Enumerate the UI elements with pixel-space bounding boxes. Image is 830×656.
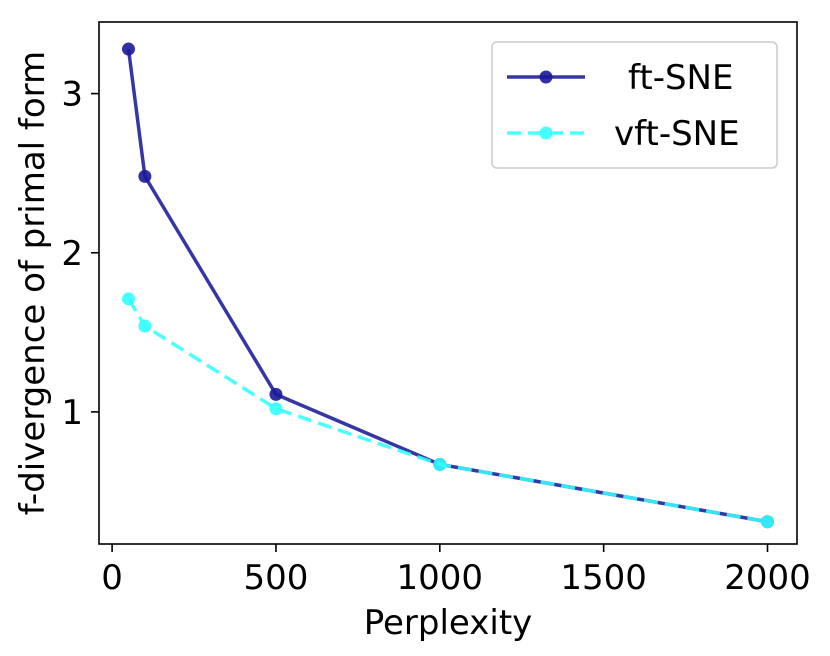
x-axis-label: Perplexity bbox=[364, 603, 533, 643]
legend-frame bbox=[491, 41, 778, 169]
legend-marker-ft-sne bbox=[539, 70, 553, 84]
data-point-ft-sne bbox=[138, 169, 152, 183]
x-tick-label: 0 bbox=[101, 558, 123, 598]
x-tick-label: 1000 bbox=[397, 558, 484, 598]
y-axis-label: f-divergence of primal form bbox=[13, 51, 53, 515]
data-point-vft-sne bbox=[761, 515, 775, 529]
data-point-vft-sne bbox=[433, 457, 447, 471]
x-tick-label: 2000 bbox=[724, 558, 811, 598]
y-ticks: 1 2 3 bbox=[61, 75, 99, 433]
data-point-ft-sne bbox=[121, 42, 135, 56]
x-tick-label: 1500 bbox=[560, 558, 647, 598]
plot-area-frame bbox=[98, 21, 798, 545]
legend-marker-vft-sne bbox=[539, 126, 553, 140]
legend-label-vft-sne: vft-SNE bbox=[614, 114, 740, 154]
series-line-vft-sne bbox=[127, 297, 768, 524]
y-tick-label: 2 bbox=[61, 234, 83, 274]
x-tick-label: 500 bbox=[244, 558, 309, 598]
data-point-ft-sne bbox=[269, 387, 283, 401]
legend: ft-SNE vft-SNE bbox=[491, 41, 778, 169]
data-point-vft-sne bbox=[121, 292, 135, 306]
x-ticks: 0 500 1000 1500 2000 bbox=[101, 544, 811, 598]
data-point-vft-sne bbox=[269, 402, 283, 416]
series-layer bbox=[121, 42, 775, 529]
y-tick-label: 3 bbox=[61, 75, 83, 115]
y-tick-label: 1 bbox=[61, 393, 83, 433]
data-point-vft-sne bbox=[138, 319, 152, 333]
legend-label-ft-sne: ft-SNE bbox=[628, 58, 733, 98]
